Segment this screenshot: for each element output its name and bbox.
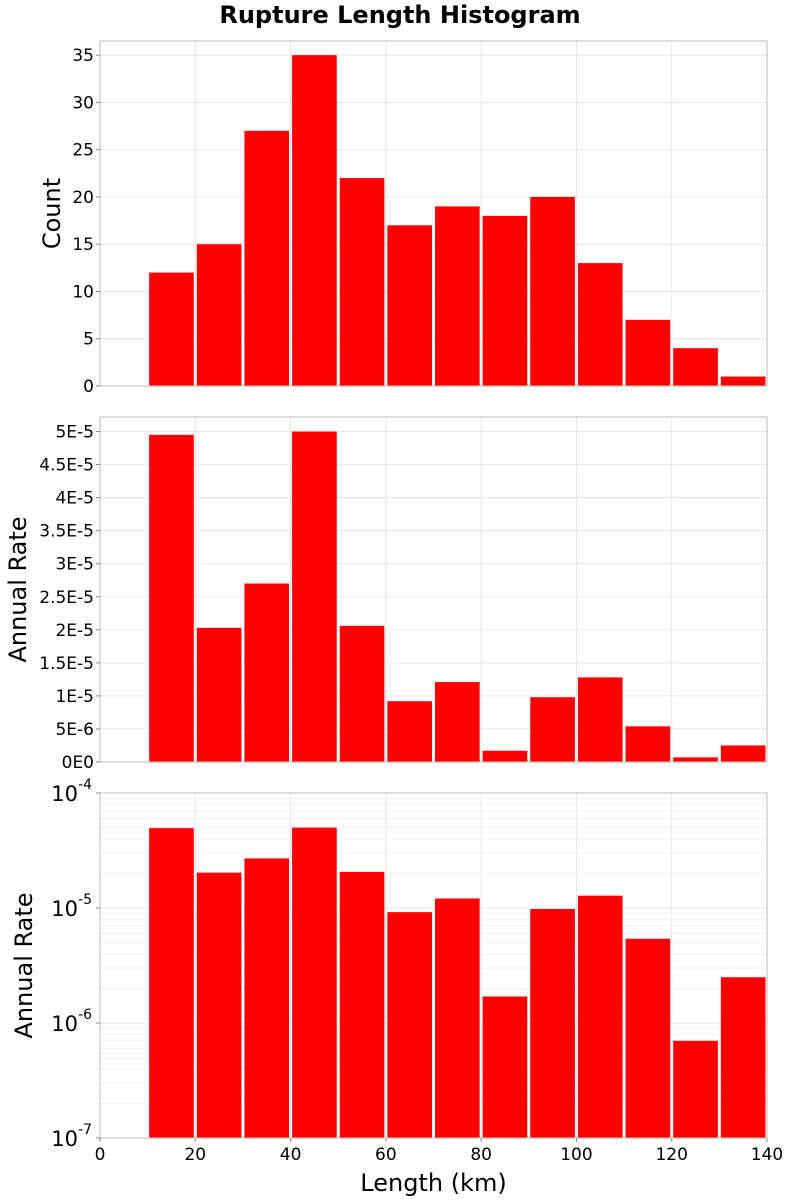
y-tick-label: 25	[72, 141, 94, 161]
chart-title: Rupture Length Histogram	[219, 1, 581, 29]
y-tick-label: 3.5E-5	[39, 522, 94, 542]
histogram-bar	[625, 938, 671, 1138]
histogram-bar	[530, 697, 575, 762]
histogram-bar	[387, 225, 432, 386]
x-tick-label: 0	[95, 1145, 106, 1165]
histogram-bar	[530, 909, 575, 1138]
histogram-bar	[673, 757, 718, 762]
y-tick-label: 5E-6	[55, 720, 94, 740]
y-tick-label: 1.5E-5	[39, 654, 94, 674]
y-tick-label: 5	[83, 330, 94, 350]
y-tick-label: 10-4	[51, 777, 92, 806]
histogram-bar	[577, 263, 623, 386]
y-tick-label: 2.5E-5	[39, 588, 94, 608]
histogram-bar	[292, 431, 337, 762]
y-tick-label: 15	[72, 235, 94, 255]
histogram-bar	[244, 583, 290, 762]
count-histogram-panel: 0 5 10 15 20 25 30 35 Count	[38, 40, 768, 397]
histogram-bar	[149, 828, 194, 1138]
y-tick-label: 4.5E-5	[39, 456, 94, 476]
histogram-bar	[720, 977, 766, 1138]
histogram-bar	[482, 996, 528, 1138]
annual-rate-linear-panel: 0E0 5E-6 1E-5 1.5E-5 2E-5 2.5E-5 3E-5 3.5E-5 4E-…	[4, 416, 768, 773]
y-tick-label: 5E-5	[55, 423, 94, 443]
histogram-bar	[196, 872, 242, 1138]
histogram-bar	[625, 319, 671, 386]
histogram-bar	[196, 244, 242, 386]
annual-rate-log-panel: 10-7 10-6 10-5 10-4 0 20 40 60 80 100 120 140 Annual…	[10, 777, 783, 1197]
histogram-bar	[530, 196, 575, 386]
plot-frame	[99, 792, 768, 1139]
y-axis-label: Annual Rate	[4, 516, 32, 662]
histogram-bar	[482, 750, 528, 762]
x-tick-label: 20	[184, 1145, 206, 1165]
plot-frame	[99, 40, 768, 387]
y-axis-label: Count	[38, 178, 66, 249]
histogram-bar	[244, 858, 290, 1138]
x-tick-label: 60	[375, 1145, 397, 1165]
histogram-bar	[292, 55, 337, 387]
histogram-bar	[577, 895, 623, 1138]
histogram-bar	[387, 912, 432, 1138]
histogram-bar	[577, 677, 623, 762]
histogram-bar	[339, 625, 385, 762]
histogram-bar	[625, 726, 671, 762]
histogram-bar	[673, 1040, 718, 1138]
y-tick-label: 0	[83, 377, 94, 397]
y-tick-label: 10	[72, 282, 94, 302]
y-tick-label: 30	[72, 93, 94, 113]
y-tick-label: 20	[72, 188, 94, 208]
x-tick-label: 80	[470, 1145, 492, 1165]
histogram-bar	[149, 272, 194, 386]
y-tick-label: 0E0	[62, 753, 94, 773]
histogram-bar	[435, 206, 480, 386]
y-tick-label: 35	[72, 46, 94, 66]
histogram-bar	[292, 827, 337, 1138]
plot-frame	[99, 416, 768, 763]
y-tick-label: 10-6	[51, 1007, 92, 1036]
histogram-bar	[196, 627, 242, 762]
x-tick-label: 120	[655, 1145, 687, 1165]
y-tick-label: 10-7	[51, 1122, 92, 1151]
y-axis-label: Annual Rate	[10, 892, 38, 1038]
y-tick-label: 2E-5	[55, 621, 94, 641]
histogram-bar	[339, 178, 385, 386]
histogram-bar	[720, 376, 766, 386]
histogram-bar	[673, 348, 718, 386]
x-tick-label: 40	[280, 1145, 302, 1165]
y-tick-label: 4E-5	[55, 489, 94, 509]
histogram-bar	[720, 745, 766, 762]
x-tick-label: 140	[751, 1145, 783, 1165]
y-tick-label: 1E-5	[55, 687, 94, 707]
y-tick-label: 3E-5	[55, 555, 94, 575]
histogram-bar	[482, 215, 528, 386]
x-tick-label: 100	[560, 1145, 592, 1165]
histogram-bar	[435, 898, 480, 1138]
histogram-bar	[244, 130, 290, 386]
x-axis-label: Length (km)	[360, 1169, 506, 1197]
histogram-bar	[339, 871, 385, 1138]
histogram-bar	[387, 701, 432, 762]
histogram-bar	[149, 434, 194, 762]
y-tick-label: 10-5	[51, 892, 92, 921]
histogram-bar	[435, 682, 480, 762]
